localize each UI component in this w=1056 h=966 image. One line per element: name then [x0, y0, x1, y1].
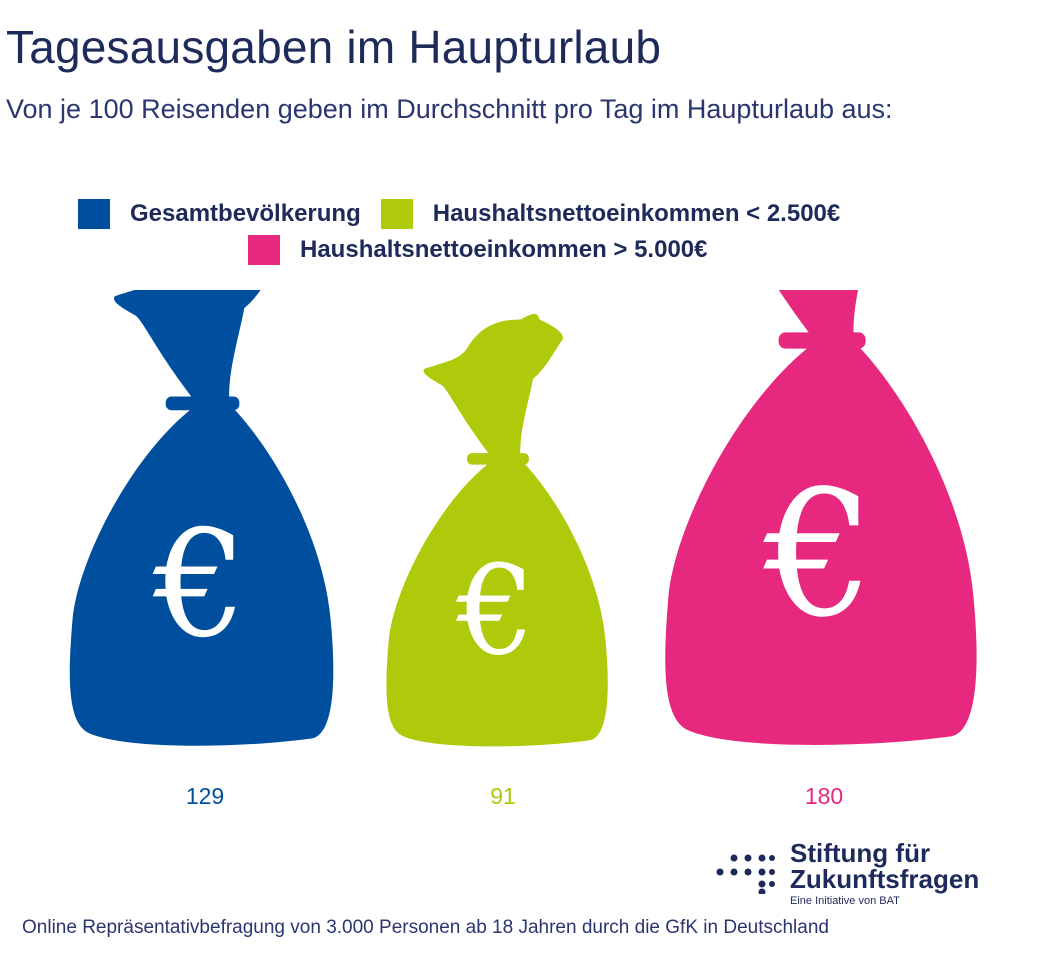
euro-icon: € — [152, 498, 247, 670]
money-bag-tie-gesamt — [165, 396, 240, 411]
value-label-high-income: 180 — [804, 783, 844, 809]
money-bag-high-income: € — [665, 290, 977, 745]
legend-row-1: Gesamtbevölkerung Haushaltsnettoeinkomme… — [78, 199, 840, 229]
legend-label-gesamt: Gesamtbevölkerung — [130, 200, 361, 227]
logo-line-1: Stiftung für — [790, 838, 931, 868]
footnote-source: Online Repräsentativbefragung von 3.000 … — [22, 917, 829, 938]
legend-swatch-gesamt — [78, 199, 110, 229]
legend-item-high-income: Haushaltsnettoeinkommen > 5.000€ — [248, 235, 707, 265]
legend-row-2: Haushaltsnettoeinkommen > 5.000€ — [248, 235, 707, 265]
money-bag-low-income: € — [386, 313, 608, 747]
logo-tagline: Eine Initiative von BAT — [790, 895, 900, 907]
euro-icon: € — [456, 539, 536, 683]
money-bag-tie-high-income — [778, 332, 866, 349]
legend-label-high-income: Haushaltsnettoeinkommen > 5.000€ — [300, 236, 708, 263]
chart-title: Tagesausgaben im Haupturlaub — [6, 21, 662, 73]
euro-icon: € — [763, 453, 875, 656]
legend-item-gesamt: Gesamtbevölkerung — [78, 199, 361, 229]
stiftung-logo: Stiftung für Zukunftsfragen Eine Initiat… — [716, 840, 979, 907]
legend-swatch-low-income — [380, 199, 413, 229]
value-label-gesamt: 129 — [185, 783, 225, 809]
money-bag-gesamt: € — [69, 290, 334, 746]
logo-line-2: Zukunftsfragen — [790, 864, 980, 894]
money-bag-chart: € € € — [69, 290, 977, 747]
legend-item-low-income: Haushaltsnettoeinkommen < 2.500€ — [380, 199, 841, 229]
legend-label-low-income: Haushaltsnettoeinkommen < 2.500€ — [432, 200, 841, 227]
chart-subtitle: Von je 100 Reisenden geben im Durchschni… — [6, 94, 893, 124]
dot-grid-logo-icon — [716, 854, 775, 894]
value-label-low-income: 91 — [490, 783, 516, 809]
legend-swatch-high-income — [248, 235, 280, 265]
money-bag-tie-low-income — [467, 453, 529, 465]
